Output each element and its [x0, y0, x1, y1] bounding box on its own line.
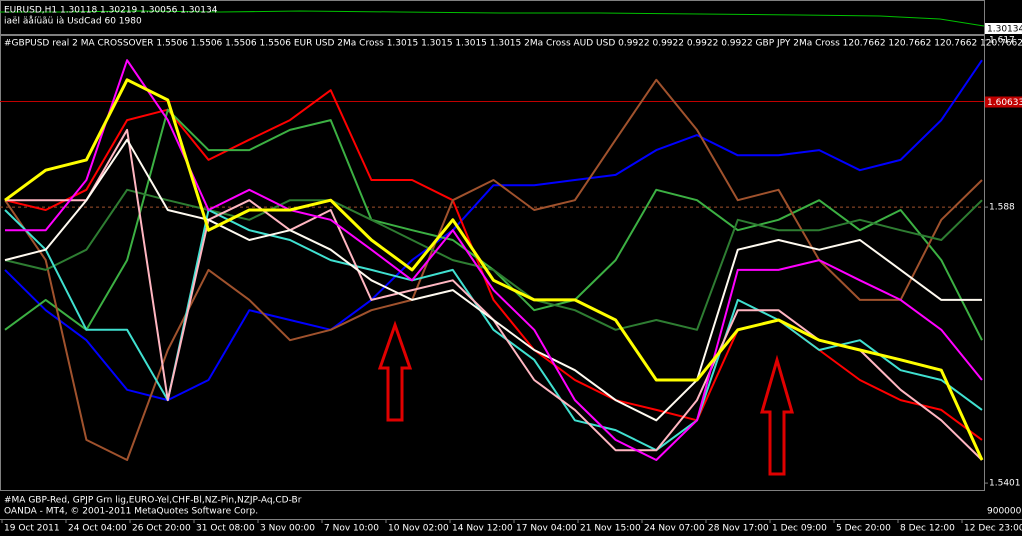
time-label: 28 Nov 17:00 — [708, 524, 769, 534]
time-label: 26 Oct 20:00 — [132, 524, 191, 534]
price-tag — [985, 23, 1022, 34]
red-level-tag — [985, 96, 1022, 108]
plot-area: 1.60633 1.617 1.588 1.5401 — [0, 36, 1022, 489]
sub-price-label: 1.30134 — [987, 25, 1022, 35]
time-label: 17 Nov 04:00 — [516, 524, 577, 534]
time-label: 1 Dec 09:00 — [772, 524, 827, 534]
time-label: 31 Oct 08:00 — [196, 524, 255, 534]
sub-window-subtitle: iaël äåíüãü ià UsdCad 60 1980 — [4, 16, 142, 27]
time-label: 19 Oct 2011 — [4, 524, 60, 534]
indicator-line — [4, 138, 982, 422]
main-window-border — [0, 35, 985, 491]
sub-window-border — [0, 0, 985, 35]
annotation-arrow — [760, 354, 794, 476]
time-label: 3 Nov 00:00 — [260, 524, 315, 534]
sub-window-title: EURUSD,H1 1.30118 1.30219 1.30056 1.3013… — [4, 6, 218, 16]
indicator-line — [4, 78, 984, 461]
indicator-header: #GBPUSD real 2 MA CROSSOVER 1.5506 1.550… — [4, 39, 1022, 49]
time-label: 24 Oct 04:00 — [68, 524, 127, 534]
annotation-arrow — [377, 320, 413, 422]
red-level-label: 1.60633 — [987, 98, 1022, 108]
copyright: OANDA - MT4, © 2001-2011 MetaQuotes Soft… — [4, 507, 258, 517]
time-label: 14 Nov 12:00 — [452, 524, 513, 534]
time-label: 7 Nov 10:00 — [324, 524, 379, 534]
time-label: 24 Nov 07:00 — [644, 524, 705, 534]
time-axis: 19 Oct 2011 24 Oct 04:00 26 Oct 20:00 31 Oc… — [1, 519, 1022, 534]
sub-indicator-line — [0, 10, 985, 27]
time-label: 21 Nov 15:00 — [580, 524, 641, 534]
indicator-line — [4, 188, 983, 331]
time-label: 8 Dec 12:00 — [900, 524, 955, 534]
indicator-line — [5, 59, 983, 461]
bottom-axis-label: 9000000 — [987, 507, 1022, 517]
y-tick-label: 1.5401 — [989, 479, 1021, 489]
time-label: 10 Nov 02:00 — [388, 524, 449, 534]
time-label: 12 Dec 23:00 — [964, 524, 1022, 534]
time-label: 5 Dec 20:00 — [836, 524, 891, 534]
y-tick-label: 1.588 — [989, 203, 1015, 213]
legend-note: #MA GBP-Red, GPJP Grn lig,EURO-Yel,CHF-B… — [4, 496, 302, 506]
y-tick-label: 1.617 — [989, 36, 1015, 46]
